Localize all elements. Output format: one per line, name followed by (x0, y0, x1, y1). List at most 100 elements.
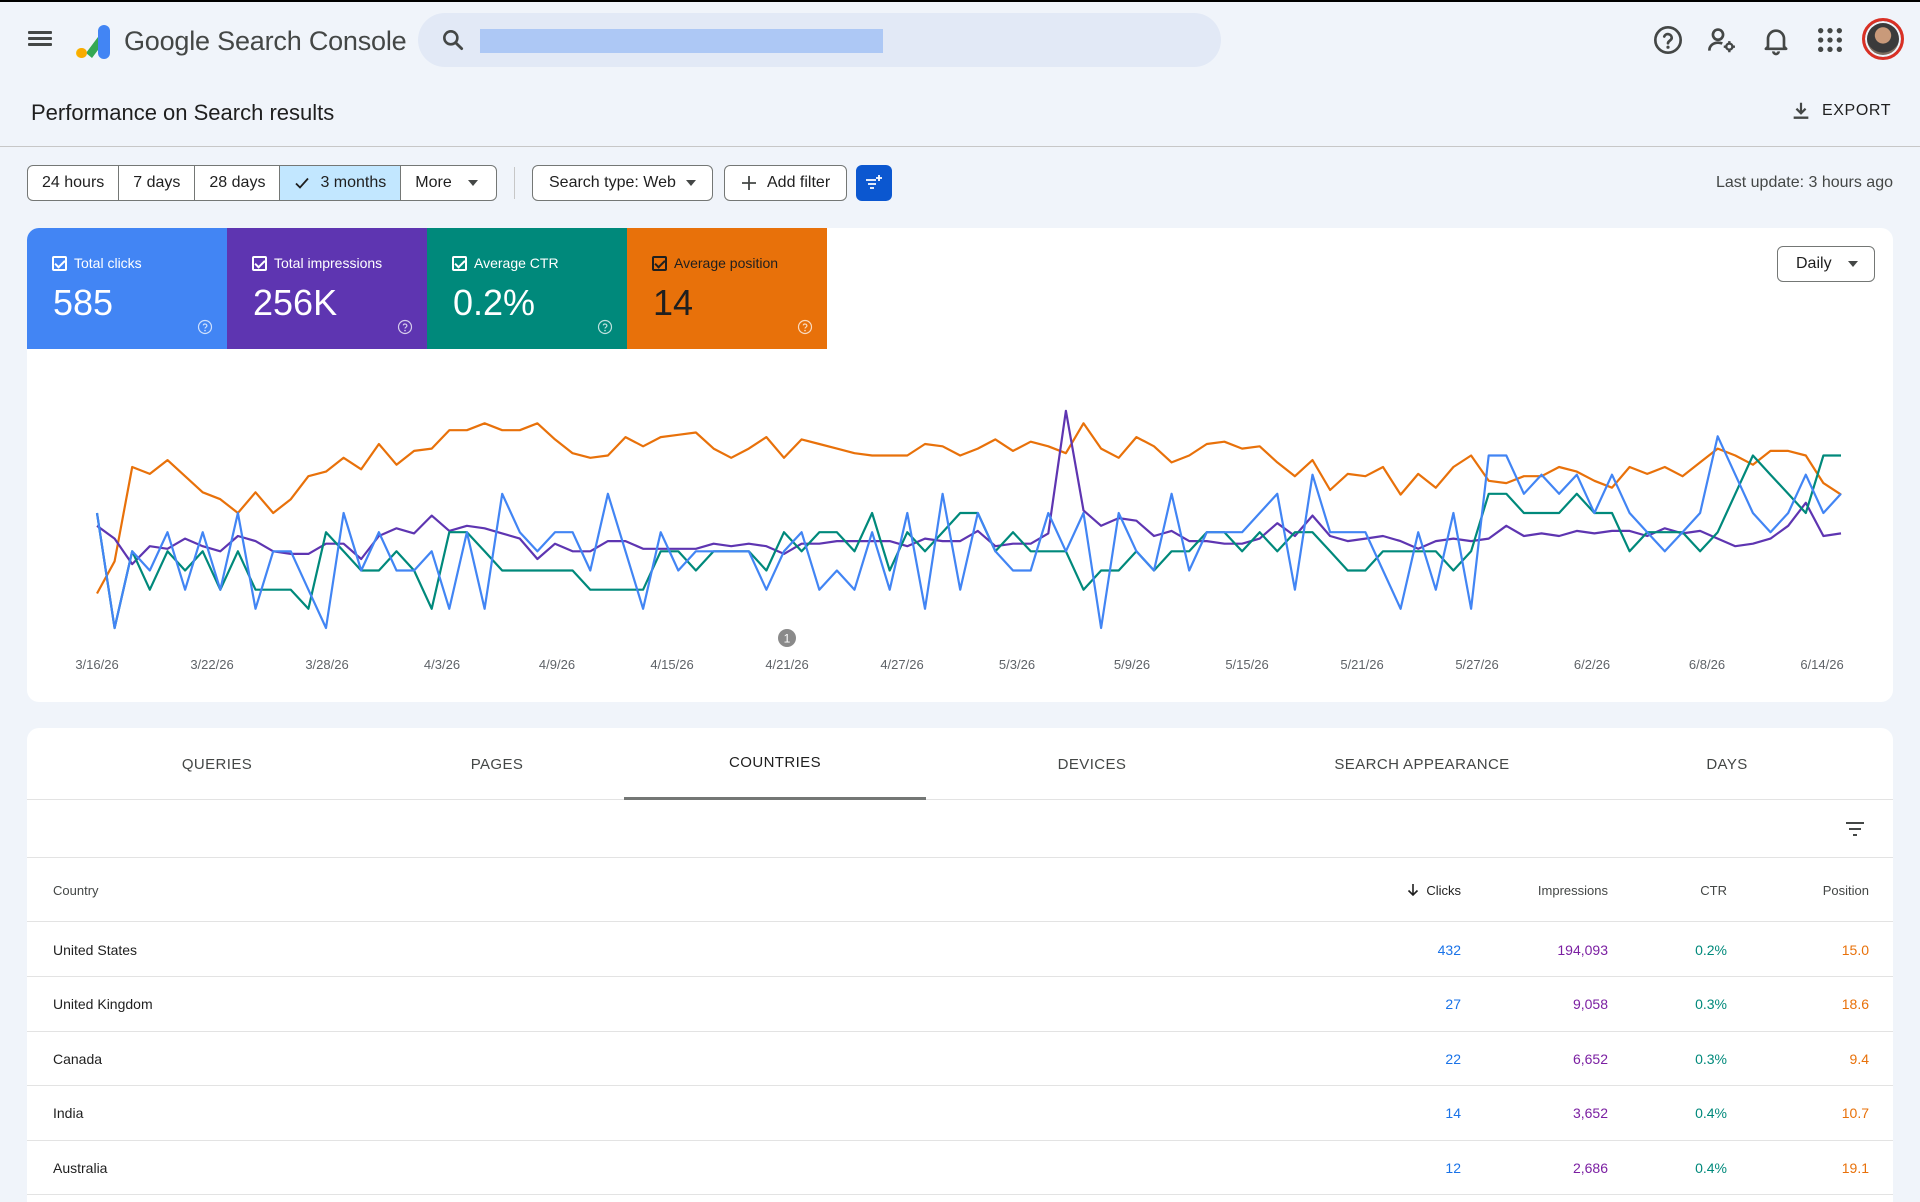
annotation-marker[interactable]: 1 (778, 629, 796, 647)
range-3-months-label: 3 months (320, 174, 387, 191)
metric-total-impressions[interactable]: Total impressions 256K (227, 228, 427, 349)
table-row[interactable]: Australia 12 2,686 0.4% 19.1 (27, 1141, 1893, 1195)
add-filter-label: Add filter (767, 174, 831, 191)
header-clicks[interactable]: Clicks (1406, 859, 1461, 921)
search-console-logo (76, 25, 110, 59)
cell-position: 18.6 (1841, 996, 1869, 1012)
top-app-bar: Google Search Console (0, 2, 1920, 82)
cell-impressions: 194,093 (1557, 941, 1608, 958)
series-line-average-ctr (95, 454, 1841, 630)
brand-title[interactable]: Google Search Console (124, 26, 407, 56)
tab-queries[interactable]: QUERIES (181, 755, 253, 773)
cell-clicks: 27 (1445, 996, 1461, 1012)
header-divider (0, 146, 1920, 147)
dropdown-arrow-icon (1847, 261, 1858, 267)
metric-value: 14 (653, 282, 694, 323)
sort-down-icon (1408, 884, 1419, 897)
checkbox-icon (252, 255, 267, 271)
notifications-icon[interactable] (1760, 24, 1792, 56)
x-tick-label: 6/8/26 (1689, 657, 1725, 672)
cell-position: 15.0 (1841, 941, 1869, 958)
search-icon[interactable] (440, 27, 466, 53)
x-tick-label: 5/15/26 (1225, 657, 1268, 672)
table-row[interactable]: India 14 3,652 0.4% 10.7 (27, 1087, 1893, 1141)
cell-position: 10.7 (1841, 1105, 1869, 1121)
tab-countries[interactable]: COUNTRIES (624, 728, 926, 800)
export-button[interactable]: EXPORT (1790, 100, 1891, 122)
range-24-hours[interactable]: 24 hours (28, 166, 120, 200)
dimension-table-card: QUERIES PAGES COUNTRIES DEVICES SEARCH A… (27, 728, 1893, 1202)
range-3-months[interactable]: 3 months (280, 166, 402, 200)
x-tick-label: 6/2/26 (1574, 657, 1610, 672)
search-type-dropdown[interactable]: Search type: Web (532, 165, 713, 201)
metric-label: Total clicks (74, 255, 142, 271)
cell-impressions: 9,058 (1572, 996, 1608, 1012)
filter-settings-button[interactable] (856, 165, 892, 201)
tab-search-appearance[interactable]: SEARCH APPEARANCE (1334, 755, 1510, 773)
cell-ctr: 0.2% (1695, 941, 1727, 958)
tab-pages[interactable]: PAGES (470, 755, 524, 773)
checkbox-icon (52, 255, 67, 271)
cell-clicks: 14 (1445, 1105, 1461, 1121)
dimension-tabs: QUERIES PAGES COUNTRIES DEVICES SEARCH A… (27, 728, 1893, 800)
dropdown-arrow-icon (685, 180, 696, 186)
help-icon[interactable] (397, 319, 413, 335)
apps-icon[interactable] (1814, 24, 1846, 56)
cell-ctr: 0.4% (1695, 1159, 1727, 1176)
help-icon[interactable] (797, 319, 813, 335)
table-row[interactable]: Canada 22 6,652 0.3% 9.4 (27, 1032, 1893, 1086)
cell-country: Australia (53, 1159, 108, 1176)
header-clicks-label: Clicks (1426, 882, 1461, 898)
metric-value: 256K (253, 282, 338, 323)
check-icon (295, 177, 310, 189)
header-country[interactable]: Country (53, 882, 99, 898)
avatar[interactable] (1862, 18, 1904, 60)
add-filter-button[interactable]: Add filter (724, 165, 848, 201)
search-bar[interactable] (418, 13, 1221, 67)
x-tick-label: 3/28/26 (305, 657, 348, 672)
header-position[interactable]: Position (1822, 882, 1869, 898)
header-impressions[interactable]: Impressions (1537, 882, 1608, 898)
cell-ctr: 0.3% (1695, 996, 1727, 1012)
plus-icon (742, 176, 756, 190)
tab-devices[interactable]: DEVICES (1057, 755, 1127, 773)
metric-average-ctr[interactable]: Average CTR 0.2% (427, 228, 627, 349)
download-icon (1793, 102, 1809, 119)
granularity-label: Daily (1796, 255, 1832, 272)
help-icon[interactable] (597, 319, 613, 335)
cell-country: India (53, 1105, 84, 1121)
range-more-dropdown[interactable]: More (401, 166, 495, 200)
manage-accounts-icon[interactable] (1706, 24, 1738, 56)
metric-average-position[interactable]: Average position 14 (627, 228, 827, 349)
help-icon[interactable] (1652, 24, 1684, 56)
x-tick-label: 3/16/26 (75, 657, 118, 672)
table-row[interactable]: United States 432 194,093 0.2% 15.0 (27, 923, 1893, 977)
series-line-total-clicks (95, 435, 1842, 630)
help-icon[interactable] (197, 319, 213, 335)
cell-country: Canada (53, 1050, 103, 1067)
cell-ctr: 0.4% (1695, 1105, 1727, 1121)
menu-icon[interactable] (26, 28, 54, 52)
cell-ctr: 0.3% (1695, 1050, 1727, 1067)
last-update-text: Last update: 3 hours ago (1715, 174, 1893, 191)
search-input-redacted[interactable] (480, 29, 883, 53)
table-row[interactable]: United Kingdom 27 9,058 0.3% 18.6 (27, 978, 1893, 1032)
metric-label: Average CTR (474, 255, 559, 271)
performance-chart-card: 3/16/26 3/22/26 3/28/26 4/3/26 4/9/26 4/15/26… (27, 228, 1893, 702)
search-type-label: Search type: Web (549, 174, 676, 191)
cell-country: United Kingdom (53, 996, 153, 1012)
cell-position: 9.4 (1849, 1050, 1869, 1067)
tab-days[interactable]: DAYS (1706, 755, 1748, 773)
cell-impressions: 6,652 (1572, 1050, 1608, 1067)
header-ctr[interactable]: CTR (1700, 882, 1727, 898)
cell-country: United States (53, 941, 138, 958)
range-more-label: More (415, 174, 452, 191)
cell-clicks: 432 (1437, 941, 1461, 958)
filter-list-icon[interactable] (1843, 817, 1867, 841)
export-label: EXPORT (1822, 102, 1892, 119)
range-28-days[interactable]: 28 days (195, 166, 281, 200)
metric-total-clicks[interactable]: Total clicks 585 (27, 228, 227, 349)
range-7-days[interactable]: 7 days (119, 166, 196, 200)
metric-label: Average position (674, 255, 779, 271)
granularity-dropdown[interactable]: Daily (1777, 246, 1875, 282)
